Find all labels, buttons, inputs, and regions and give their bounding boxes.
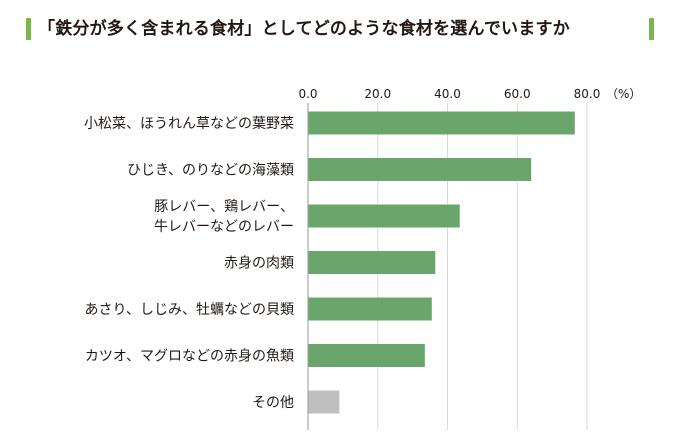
title-accent-left (26, 18, 31, 40)
category-label-5: カツオ、マグロなどの赤身の魚類 (85, 349, 294, 365)
bar-6 (308, 390, 340, 414)
bar-3 (308, 251, 436, 274)
category-label-1: ひじき、のりなどの海藻類 (127, 163, 294, 179)
bar-4 (308, 297, 432, 321)
unit-label: （%） (606, 87, 641, 101)
x-tick-label-1: 20.0 (364, 87, 391, 101)
category-label-2-1: 牛レバーなどのレバー (154, 219, 294, 235)
title-bar: 「鉄分が多く含まれる食材」としてどのような食材を選んでいますか (26, 18, 654, 40)
category-label-0: 小松菜、ほうれん草などの葉野菜 (84, 116, 294, 132)
bar-2 (308, 204, 460, 228)
x-tick-label-0: 0.0 (298, 87, 317, 101)
x-tick-label-3: 60.0 (504, 87, 531, 101)
category-label-2-0: 豚レバー、鶏レバー、 (154, 199, 294, 215)
chart-title: 「鉄分が多く含まれる食材」としてどのような食材を選んでいますか (38, 19, 570, 39)
x-tick-label-2: 40.0 (434, 87, 461, 101)
bar-5 (308, 344, 425, 367)
x-tick-label-4: 80.0 (574, 87, 601, 101)
bar-1 (308, 158, 532, 181)
bar-0 (308, 111, 575, 135)
category-label-3: 赤身の肉類 (224, 256, 294, 272)
title-accent-right (649, 18, 654, 40)
category-label-4: あさり、しじみ、牡蠣などの貝類 (85, 302, 294, 318)
category-label-6: その他 (252, 395, 294, 411)
